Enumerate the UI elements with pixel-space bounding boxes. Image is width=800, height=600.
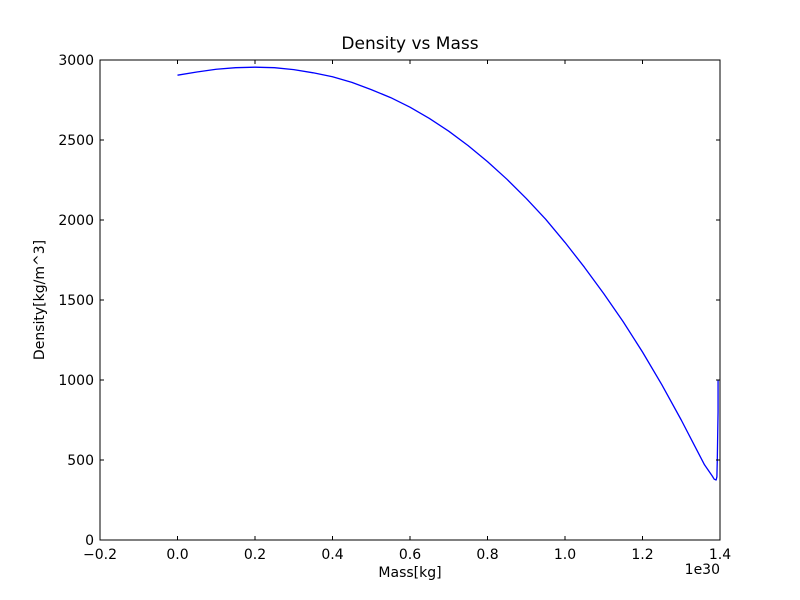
x-tick-label: 1.2 (631, 547, 653, 563)
y-tick-label: 1500 (58, 293, 94, 309)
y-tick-label: 3000 (58, 53, 94, 69)
x-axis-label: Mass[kg] (378, 565, 441, 581)
x-tick-label: 0.6 (399, 547, 421, 563)
x-axis-offset-label: 1e30 (685, 562, 720, 578)
x-axis-ticks: −0.2 0.0 0.2 0.4 0.6 0.8 1.0 1.2 1.4 (83, 60, 731, 563)
y-tick-label: 500 (67, 453, 94, 469)
plot-area (100, 60, 720, 540)
y-axis-ticks: 0 500 1000 1500 2000 2500 3000 (58, 53, 720, 549)
y-tick-label: 1000 (58, 373, 94, 389)
chart-title: Density vs Mass (341, 34, 478, 54)
series-line (177, 66, 719, 481)
x-tick-label: 1.0 (554, 547, 576, 563)
y-tick-label: 0 (85, 533, 94, 549)
y-axis-label: Density[kg/m^3] (32, 240, 48, 360)
x-tick-label: −0.2 (83, 547, 117, 563)
x-tick-label: 1.4 (709, 547, 731, 563)
y-tick-label: 2500 (58, 133, 94, 149)
x-tick-label: 0.8 (476, 547, 498, 563)
x-tick-label: 0.0 (166, 547, 188, 563)
series-layer (177, 66, 719, 481)
x-tick-label: 0.4 (321, 547, 343, 563)
y-tick-label: 2000 (58, 213, 94, 229)
x-tick-label: 0.2 (244, 547, 266, 563)
